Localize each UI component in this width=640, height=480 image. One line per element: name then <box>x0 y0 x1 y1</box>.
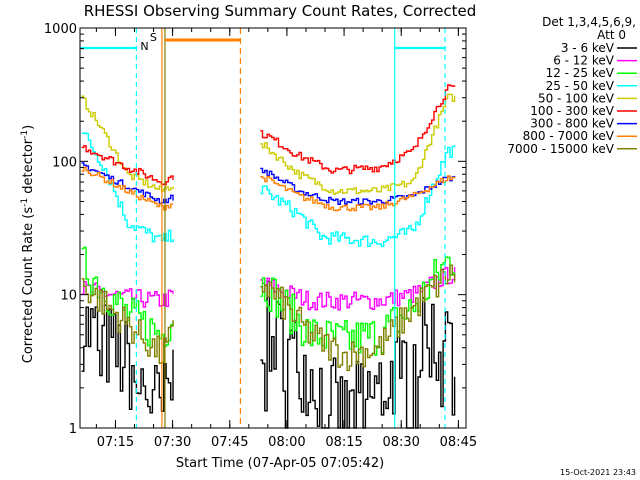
series-line-7-seg0 <box>81 166 173 211</box>
y-tick-label-1: 10 <box>60 289 77 304</box>
y-axis-label-main: Corrected Count Rate (s <box>21 207 36 364</box>
x-axis-label: Start Time (07-Apr-05 07:05:42) <box>176 456 384 471</box>
legend-label-7: 800 - 7000 keV <box>523 129 615 143</box>
series-line-6-seg0 <box>81 162 174 205</box>
x-tick-label-6: 08:45 <box>440 435 477 450</box>
legend-label-6: 300 - 800 keV <box>530 117 614 131</box>
y-axis-label-end: ) <box>21 125 36 130</box>
series-line-8-seg1 <box>260 264 456 372</box>
series-line-4-seg0 <box>81 95 174 192</box>
series-line-5-seg0 <box>81 145 174 186</box>
y-tick-label-0: 1 <box>69 422 77 437</box>
y-axis-label-sup1: -1 <box>20 198 30 207</box>
series-line-5-seg1 <box>260 84 456 175</box>
series-line-7-seg1 <box>260 175 456 212</box>
plot-area: NS 1 10 100 1000 07:15 07:30 07:45 08:00 08:15 08:… <box>44 22 477 450</box>
flag-label-s: S <box>150 31 157 44</box>
legend-label-8: 7000 - 15000 keV <box>507 142 614 156</box>
y-axis-label-mid: detector <box>21 138 36 198</box>
flag-label-n: N <box>140 40 148 53</box>
x-tick-label-0: 07:15 <box>97 435 134 450</box>
y-axis-label: Corrected Count Rate (s-1 detector-1) <box>20 125 36 363</box>
x-tick-label-1: 07:30 <box>154 435 191 450</box>
chart-title: RHESSI Observing Summary Count Rates, Co… <box>84 2 477 20</box>
legend-label-0: 3 - 6 keV <box>561 41 615 55</box>
legend-label-3: 25 - 50 keV <box>546 79 615 93</box>
y-axis-label-sup2: -1 <box>20 130 30 139</box>
x-tick-label-5: 08:30 <box>382 435 419 450</box>
y-tick-label-3: 1000 <box>44 22 77 37</box>
plot-frame <box>79 27 467 429</box>
series-line-4-seg1 <box>260 93 456 195</box>
legend-header-line2: Att 0 <box>597 28 626 42</box>
series-line-0-seg0 <box>81 304 174 414</box>
legend-label-5: 100 - 300 keV <box>530 104 614 118</box>
x-tick-label-4: 08:15 <box>325 435 362 450</box>
series-line-3-seg0 <box>81 132 174 243</box>
series-line-2-seg1 <box>260 256 456 356</box>
series-line-8-seg0 <box>81 278 174 364</box>
legend-header-line1: Det 1,3,4,5,6,9, <box>542 15 636 29</box>
legend-label-4: 50 - 100 keV <box>538 91 615 105</box>
series-line-3-seg1 <box>260 145 456 248</box>
timestamp: 15-Oct-2021 23:43 <box>560 468 636 477</box>
legend-label-1: 6 - 12 keV <box>553 54 615 68</box>
y-tick-label-2: 100 <box>52 155 77 170</box>
x-tick-label-2: 07:45 <box>211 435 248 450</box>
legend-label-2: 12 - 25 keV <box>546 66 615 80</box>
x-tick-label-3: 08:00 <box>268 435 305 450</box>
